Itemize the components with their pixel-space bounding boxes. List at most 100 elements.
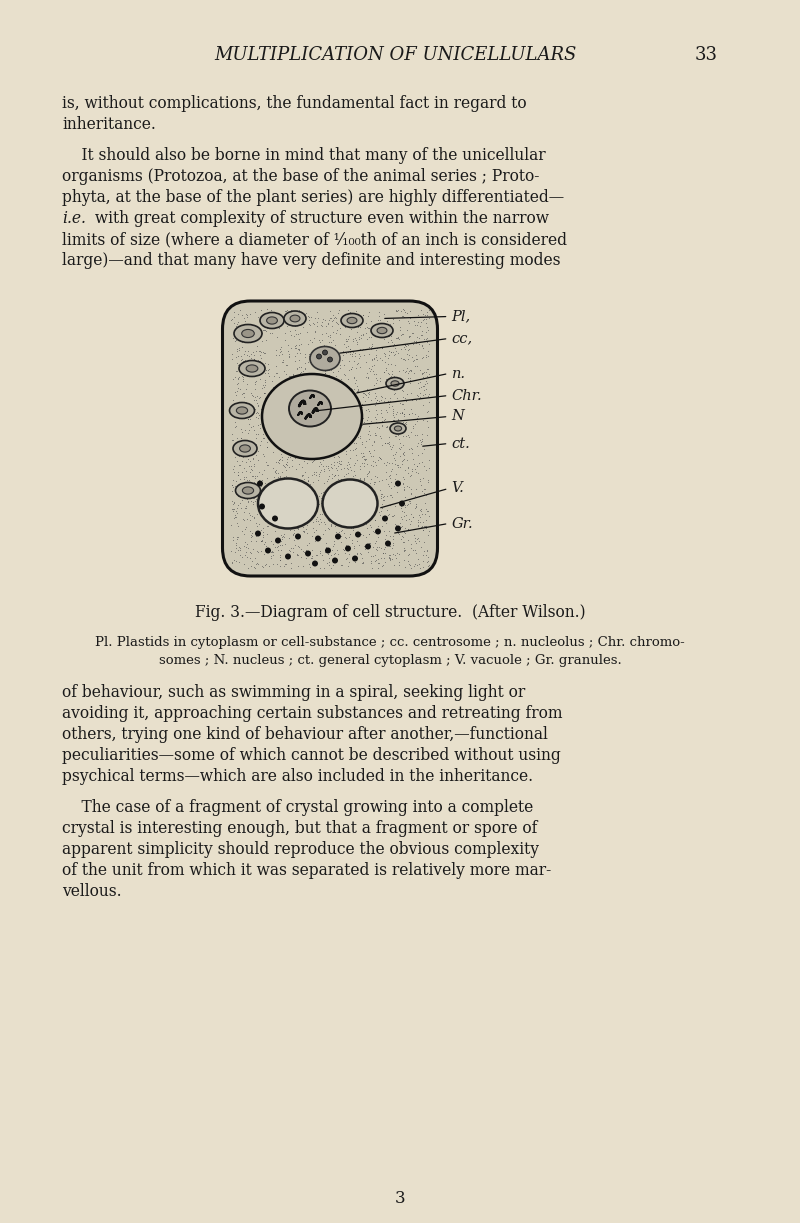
Point <box>306 404 318 423</box>
Point <box>284 322 297 341</box>
Point <box>258 372 271 391</box>
Point <box>248 316 261 335</box>
Point <box>337 506 350 526</box>
Point <box>392 544 405 564</box>
Point <box>274 342 286 362</box>
Point <box>357 446 370 466</box>
Point <box>388 356 401 375</box>
Point <box>306 541 318 560</box>
Point <box>395 509 408 528</box>
Point <box>420 309 433 329</box>
Point <box>383 537 396 556</box>
Point <box>345 418 358 438</box>
Point <box>306 383 319 402</box>
Point <box>380 526 393 545</box>
Point <box>350 445 362 465</box>
Point <box>382 505 394 525</box>
Point <box>337 438 350 457</box>
Point <box>417 329 430 349</box>
Point <box>317 494 330 514</box>
Ellipse shape <box>385 541 391 547</box>
Point <box>330 356 343 375</box>
Ellipse shape <box>322 350 327 355</box>
Point <box>314 462 326 482</box>
Point <box>276 450 289 470</box>
Point <box>405 399 418 418</box>
Point <box>230 314 243 334</box>
Point <box>306 548 318 567</box>
Point <box>386 526 399 545</box>
Point <box>282 511 294 531</box>
Point <box>339 318 352 338</box>
Point <box>342 433 354 453</box>
Point <box>250 553 263 572</box>
Point <box>297 556 310 576</box>
Point <box>416 451 429 471</box>
Point <box>390 412 403 432</box>
Point <box>369 407 382 427</box>
Point <box>260 396 273 416</box>
Point <box>232 320 245 340</box>
Point <box>328 503 341 522</box>
Point <box>313 487 326 506</box>
Point <box>371 451 384 471</box>
Point <box>398 470 410 489</box>
Point <box>351 380 364 400</box>
Point <box>267 545 280 565</box>
Point <box>392 523 405 543</box>
Point <box>247 477 260 497</box>
Point <box>250 371 262 390</box>
Point <box>340 444 353 464</box>
Point <box>301 508 314 527</box>
Point <box>299 413 312 433</box>
Point <box>415 336 428 356</box>
Ellipse shape <box>394 426 402 430</box>
Point <box>410 543 422 563</box>
Point <box>385 331 398 351</box>
Point <box>233 338 246 357</box>
Point <box>398 501 410 521</box>
Point <box>302 410 315 429</box>
Point <box>253 388 266 407</box>
Point <box>378 352 391 372</box>
Point <box>318 459 331 478</box>
Point <box>301 536 314 555</box>
Point <box>260 330 273 350</box>
Point <box>381 327 394 346</box>
Point <box>312 360 325 379</box>
Point <box>231 378 244 397</box>
Point <box>389 545 402 565</box>
Point <box>345 475 358 494</box>
Ellipse shape <box>332 558 338 564</box>
Point <box>321 553 334 572</box>
Point <box>242 325 255 345</box>
Point <box>249 379 262 399</box>
Point <box>373 418 386 438</box>
Point <box>296 362 309 382</box>
Point <box>261 432 274 451</box>
Point <box>260 438 273 457</box>
Point <box>279 364 292 384</box>
Point <box>235 350 248 369</box>
Point <box>404 493 417 512</box>
Point <box>369 552 382 571</box>
Point <box>364 533 377 553</box>
Point <box>259 363 272 383</box>
Point <box>395 380 408 400</box>
Point <box>345 415 358 434</box>
Point <box>248 454 261 473</box>
Point <box>410 456 423 476</box>
Point <box>402 361 415 380</box>
Point <box>390 341 402 361</box>
Point <box>318 511 330 531</box>
Point <box>250 504 263 523</box>
Point <box>376 386 389 406</box>
Point <box>275 471 288 490</box>
Point <box>322 311 335 330</box>
Point <box>278 456 290 476</box>
Point <box>333 500 346 520</box>
Point <box>246 550 258 570</box>
Point <box>226 476 238 495</box>
Point <box>314 366 327 385</box>
Point <box>226 501 239 521</box>
